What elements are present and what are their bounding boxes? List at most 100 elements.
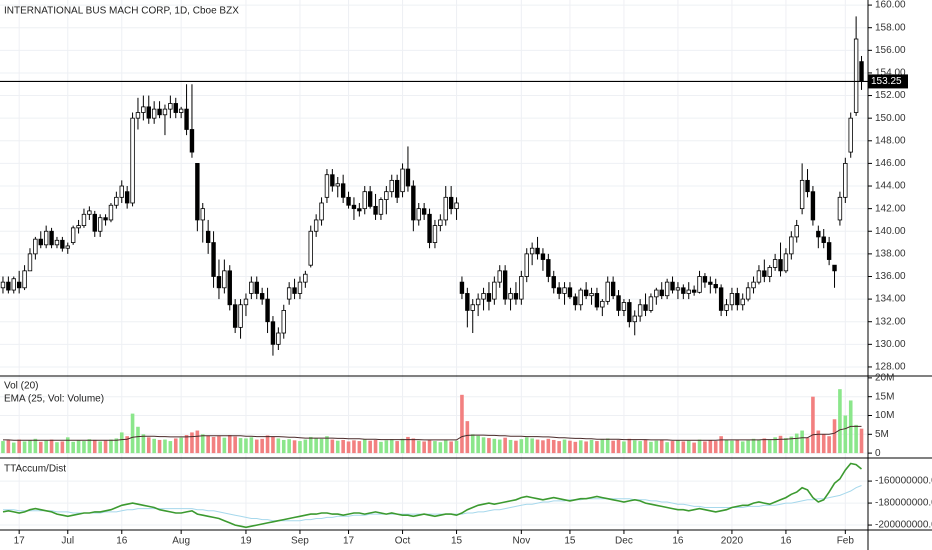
candle-body bbox=[535, 247, 540, 255]
candle-body bbox=[303, 273, 308, 283]
volume-bar bbox=[481, 437, 486, 454]
volume-bar bbox=[373, 439, 378, 454]
candle-body bbox=[405, 168, 411, 187]
last-price-label: 153.25 bbox=[871, 76, 902, 87]
candle-body bbox=[65, 245, 70, 249]
volume-bar bbox=[190, 432, 194, 454]
y-tick-label: 142.00 bbox=[875, 203, 906, 214]
candle-body bbox=[551, 276, 556, 289]
volume-bar bbox=[335, 440, 340, 454]
volume-bar bbox=[200, 434, 205, 454]
volume-title: Vol (20) bbox=[4, 381, 38, 392]
volume-bar bbox=[163, 439, 167, 454]
volume-bar bbox=[562, 439, 567, 454]
volume-bar bbox=[55, 442, 59, 454]
candle-body bbox=[54, 239, 60, 246]
volume-bar bbox=[832, 419, 837, 454]
volume-bar bbox=[578, 440, 583, 454]
candle-body bbox=[400, 168, 405, 193]
candle-body bbox=[826, 242, 832, 260]
candle-body bbox=[162, 108, 168, 116]
candle-body bbox=[87, 210, 92, 215]
candle-body bbox=[567, 287, 573, 298]
candle-body bbox=[394, 179, 400, 198]
candle-body bbox=[524, 253, 529, 277]
y-tick-label: 128.00 bbox=[875, 362, 906, 373]
candle-body bbox=[497, 270, 502, 283]
volume-bar bbox=[724, 439, 729, 454]
volume-bar bbox=[800, 430, 804, 454]
candle-body bbox=[330, 174, 335, 187]
candle-body bbox=[648, 296, 654, 311]
volume-bar bbox=[546, 438, 551, 454]
x-tick-label: Aug bbox=[172, 536, 190, 547]
volume-bar bbox=[125, 436, 129, 454]
volume-bar bbox=[622, 441, 626, 454]
volume-bar bbox=[406, 436, 410, 454]
x-tick-label: 17 bbox=[343, 536, 355, 547]
x-tick-label: 2020 bbox=[721, 536, 744, 547]
volume-bar bbox=[244, 438, 248, 454]
volume-bar bbox=[389, 439, 394, 454]
x-tick-label: Jul bbox=[61, 536, 74, 547]
volume-bar bbox=[281, 439, 286, 454]
volume-bar bbox=[584, 441, 588, 454]
candle-body bbox=[546, 259, 551, 277]
candle-body bbox=[281, 310, 286, 334]
volume-bar bbox=[395, 441, 399, 454]
candle-body bbox=[853, 38, 859, 113]
ema-line bbox=[3, 425, 862, 441]
candle-body bbox=[556, 287, 562, 294]
candle-body bbox=[702, 276, 708, 283]
y-tick-label: 130.00 bbox=[875, 339, 906, 350]
volume-bar bbox=[400, 438, 405, 454]
x-tick-label: 16 bbox=[116, 536, 128, 547]
volume-bar bbox=[195, 430, 200, 454]
candle-body bbox=[270, 321, 276, 345]
candle-body bbox=[108, 204, 114, 221]
volume-bar bbox=[168, 441, 173, 454]
volume-bar bbox=[119, 432, 124, 454]
candle-body bbox=[610, 281, 616, 297]
candle-body bbox=[843, 163, 848, 198]
candle-body bbox=[465, 293, 470, 311]
candle-body bbox=[427, 213, 432, 243]
candle-body bbox=[340, 183, 346, 198]
volume-bar bbox=[238, 438, 243, 454]
candle-body bbox=[38, 238, 43, 246]
candle-body bbox=[178, 108, 184, 113]
y-tick-label: 144.00 bbox=[875, 181, 906, 192]
candle-body bbox=[519, 276, 524, 300]
x-tick-label: 19 bbox=[240, 536, 252, 547]
candle-body bbox=[6, 281, 11, 291]
volume-bar bbox=[719, 436, 723, 454]
candle-body bbox=[378, 199, 384, 215]
candle-body bbox=[351, 204, 357, 210]
candle-body bbox=[416, 208, 421, 221]
volume-bar bbox=[416, 440, 421, 454]
volume-bar bbox=[443, 440, 448, 454]
volume-bar bbox=[665, 442, 669, 454]
candle-body bbox=[362, 191, 367, 210]
volume-bar bbox=[292, 440, 297, 454]
candle-body bbox=[659, 289, 664, 297]
volume-bar bbox=[514, 440, 518, 454]
candle-body bbox=[740, 298, 745, 306]
candle-body bbox=[681, 287, 686, 294]
candle-body bbox=[195, 163, 200, 221]
volume-bar bbox=[141, 434, 146, 454]
chart-title: INTERNATIONAL BUS MACH CORP, 1D, Cboe BZ… bbox=[4, 6, 239, 17]
candle-body bbox=[443, 196, 448, 221]
volume-bar bbox=[697, 439, 702, 454]
volume-bar bbox=[114, 438, 119, 454]
volume-bar bbox=[638, 441, 642, 454]
y-tick-label: -180000000.00 bbox=[875, 498, 932, 509]
candle-body bbox=[502, 270, 508, 300]
candle-body bbox=[643, 304, 648, 311]
volume-bar bbox=[805, 438, 810, 454]
y-tick-label: -160000000.00 bbox=[875, 476, 932, 487]
candle-body bbox=[616, 295, 621, 311]
volume-bar bbox=[449, 441, 453, 454]
candle-body bbox=[627, 302, 632, 323]
